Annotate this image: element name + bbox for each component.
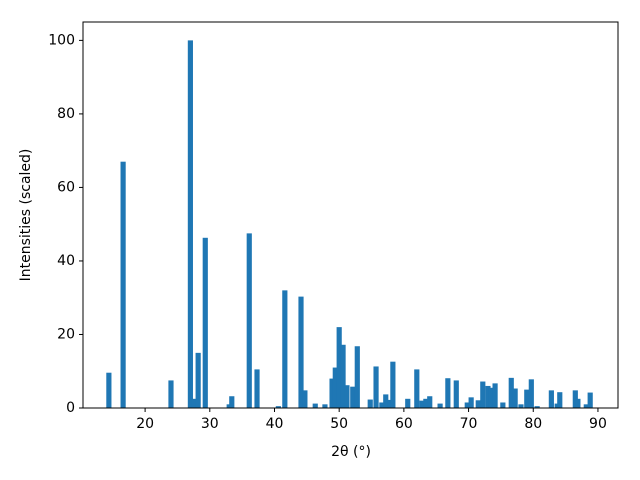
- bar: [354, 346, 360, 408]
- bar: [282, 290, 288, 408]
- bar: [512, 388, 518, 408]
- bar: [340, 344, 346, 408]
- bar: [387, 399, 393, 408]
- x-tick-label: 50: [330, 416, 348, 432]
- bar: [468, 397, 474, 408]
- x-tick-label: 90: [589, 416, 607, 432]
- bar: [427, 396, 433, 408]
- bar: [500, 402, 506, 408]
- bar: [414, 369, 420, 408]
- x-tick-label: 30: [201, 416, 219, 432]
- bar: [575, 398, 581, 408]
- bar: [390, 361, 396, 408]
- bar: [437, 403, 443, 408]
- y-tick-label: 40: [57, 253, 75, 269]
- x-tick-label: 80: [524, 416, 542, 432]
- bar: [246, 233, 252, 408]
- bar: [524, 389, 530, 408]
- bar: [322, 404, 328, 408]
- y-tick-label: 80: [57, 106, 75, 122]
- bar: [383, 394, 389, 408]
- bar: [120, 161, 126, 408]
- bar: [312, 403, 318, 408]
- bar: [518, 404, 524, 408]
- bar: [587, 392, 593, 408]
- bar: [492, 383, 498, 408]
- bar: [191, 398, 197, 408]
- bar: [298, 296, 304, 408]
- bar: [254, 369, 260, 408]
- bar: [419, 400, 425, 408]
- bar: [548, 390, 554, 408]
- x-tick-label: 60: [395, 416, 413, 432]
- x-tick-label: 40: [266, 416, 284, 432]
- bar: [572, 390, 578, 408]
- bar: [202, 237, 208, 408]
- bar: [480, 381, 486, 408]
- bar: [168, 380, 174, 408]
- bar: [453, 380, 459, 408]
- bar: [329, 378, 335, 408]
- bar: [485, 385, 491, 408]
- bar: [229, 396, 235, 408]
- bar: [583, 404, 589, 408]
- x-tick-label: 70: [460, 416, 478, 432]
- bar: [332, 367, 338, 408]
- bar: [405, 398, 411, 408]
- bar: [373, 366, 379, 408]
- plot-frame: [82, 21, 619, 409]
- y-tick-label: 100: [48, 32, 75, 48]
- bar: [367, 399, 373, 408]
- bar: [464, 402, 470, 408]
- bar: [534, 406, 540, 408]
- bar: [557, 392, 563, 408]
- bar: [275, 406, 281, 408]
- y-tick-label: 20: [57, 326, 75, 342]
- x-tick-label: 20: [136, 416, 154, 432]
- bar: [475, 400, 481, 408]
- bar: [379, 402, 385, 408]
- bar: [344, 385, 350, 408]
- bar: [350, 386, 356, 408]
- bar: [195, 352, 201, 408]
- bar: [423, 398, 429, 408]
- y-axis-label: Intensities (scaled): [18, 149, 34, 282]
- bar: [106, 372, 112, 408]
- bar: [488, 387, 494, 408]
- bar: [336, 327, 342, 408]
- bar: [445, 378, 451, 408]
- bar: [528, 379, 534, 408]
- y-tick-label: 60: [57, 179, 75, 195]
- bar: [508, 377, 514, 408]
- bar: [302, 390, 308, 408]
- bar: [187, 40, 193, 408]
- y-tick-label: 0: [66, 400, 75, 416]
- x-axis-label: 2θ (°): [331, 444, 371, 460]
